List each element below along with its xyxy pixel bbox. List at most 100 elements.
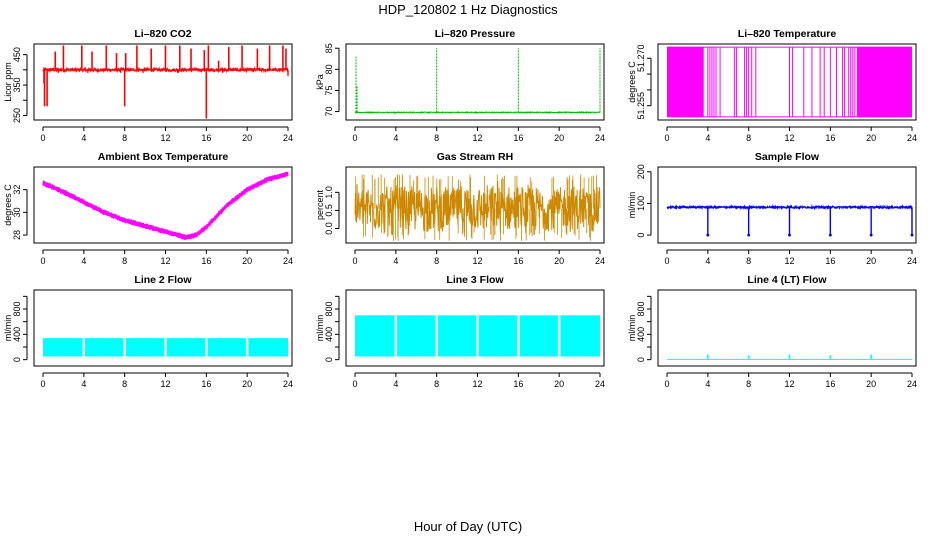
x-tick-label: 24 — [283, 256, 293, 266]
x-tick-label: 0 — [40, 256, 45, 266]
y-tick-label: 0 — [324, 357, 334, 362]
x-tick-label: 4 — [393, 379, 398, 389]
x-tick-label: 20 — [554, 256, 564, 266]
plot-area — [43, 338, 288, 357]
flow-band — [478, 315, 518, 357]
x-tick-label: 8 — [434, 133, 439, 143]
x-tick-label: 0 — [352, 256, 357, 266]
x-tick-label: 24 — [595, 133, 605, 143]
y-tick-label: 1.0 — [324, 186, 334, 199]
plot-area — [666, 203, 914, 237]
y-tick-label: 0.0 — [324, 222, 334, 235]
y-tick-label: 400 — [636, 327, 646, 342]
x-tick-label: 12 — [160, 379, 170, 389]
y-tick-label: 800 — [324, 301, 334, 316]
x-tick-label: 20 — [866, 379, 876, 389]
plot-frame — [33, 289, 293, 367]
y-tick-label: 800 — [636, 301, 646, 316]
flow-band — [560, 315, 600, 357]
dense-band — [856, 47, 912, 117]
chart-title: Sample Flow — [755, 151, 820, 163]
plot-frame — [33, 166, 293, 244]
x-tick-label: 24 — [595, 256, 605, 266]
x-tick-label: 24 — [283, 379, 293, 389]
x-tick-label: 12 — [160, 256, 170, 266]
x-tick-label: 4 — [393, 133, 398, 143]
x-tick-label: 8 — [434, 379, 439, 389]
chart-panel: Ambient Box Temperature degrees C 0 4 8 12 16 2… — [3, 151, 293, 266]
x-tick-label: 12 — [472, 379, 482, 389]
plot-frame — [657, 166, 917, 244]
x-tick-label: 0 — [664, 256, 669, 266]
x-tick-label: 0 — [352, 133, 357, 143]
x-tick-label: 4 — [705, 256, 710, 266]
x-tick-label: 4 — [393, 256, 398, 266]
flow-band — [397, 315, 436, 357]
x-tick-label: 8 — [746, 133, 751, 143]
y-tick-label: 70 — [324, 107, 334, 117]
plot-area — [667, 46, 912, 118]
x-tick-label: 0 — [664, 379, 669, 389]
chart-panel: Gas Stream RH percent 0 4 8 12 16 20 24 0.0 0.5 1.0 — [315, 151, 605, 266]
x-tick-label: 4 — [705, 379, 710, 389]
x-tick-label: 12 — [472, 133, 482, 143]
dip-point — [910, 233, 914, 237]
x-tick-label: 20 — [554, 133, 564, 143]
x-tick-label: 20 — [242, 133, 252, 143]
y-tick-label: 800 — [12, 301, 22, 316]
flow-band — [85, 338, 124, 357]
chart-title: Line 3 Flow — [446, 274, 504, 286]
plot-area — [667, 354, 912, 360]
chart-title: Line 4 (LT) Flow — [747, 274, 827, 286]
x-tick-label: 16 — [201, 379, 211, 389]
x-tick-label: 20 — [866, 133, 876, 143]
x-tick-label: 16 — [825, 379, 835, 389]
plot-frame — [657, 43, 917, 121]
y-tick-label: 0 — [12, 357, 22, 362]
dip-point — [706, 233, 710, 237]
y-tick-label: 28 — [12, 230, 22, 240]
y-tick-label: 350 — [12, 78, 22, 93]
series-line — [354, 184, 601, 233]
y-tick-label: 0.5 — [324, 204, 334, 217]
dip-point — [869, 233, 873, 237]
dip-point — [747, 233, 751, 237]
dense-band — [667, 47, 704, 117]
x-tick-label: 12 — [160, 133, 170, 143]
y-tick-label: 51.270 — [636, 44, 646, 72]
x-tick-label: 24 — [907, 379, 917, 389]
x-tick-label: 4 — [705, 133, 710, 143]
y-tick-label: 100 — [636, 196, 646, 211]
series-line — [355, 110, 601, 115]
x-tick-label: 0 — [40, 133, 45, 143]
chart-title: Gas Stream RH — [437, 151, 513, 163]
x-tick-label: 4 — [81, 379, 86, 389]
x-tick-label: 8 — [122, 379, 127, 389]
y-axis-label: degrees C — [627, 61, 637, 103]
y-tick-label: 450 — [12, 47, 22, 62]
y-tick-label: 30 — [12, 207, 22, 217]
x-tick-label: 16 — [513, 133, 523, 143]
chart-title: Li–820 Pressure — [435, 28, 516, 40]
y-axis-label: ml/min — [627, 315, 637, 342]
y-tick-label: 32 — [12, 185, 22, 195]
series-line — [42, 171, 289, 240]
chart-panel: Line 3 Flow ml/min 0 4 8 12 16 20 24 0 400 800 — [315, 274, 605, 389]
flow-band — [125, 338, 165, 357]
x-tick-label: 8 — [122, 256, 127, 266]
x-tick-label: 16 — [201, 256, 211, 266]
x-tick-label: 4 — [81, 133, 86, 143]
x-tick-label: 16 — [825, 256, 835, 266]
y-axis-label: degrees C — [3, 184, 13, 226]
chart-panel: Line 4 (LT) Flow ml/min 0 4 8 12 16 20 24 0 400 800 — [627, 274, 917, 389]
x-tick-label: 20 — [242, 256, 252, 266]
y-tick-label: 0 — [636, 357, 646, 362]
x-tick-label: 8 — [122, 133, 127, 143]
y-axis-label: ml/min — [3, 315, 13, 342]
y-axis-label: ml/min — [315, 315, 325, 342]
chart-panel: Sample Flow ml/min 0 4 8 12 16 20 24 0 100 200 — [627, 151, 917, 266]
y-tick-label: 51.255 — [636, 92, 646, 120]
x-tick-label: 8 — [746, 379, 751, 389]
x-tick-label: 16 — [513, 256, 523, 266]
